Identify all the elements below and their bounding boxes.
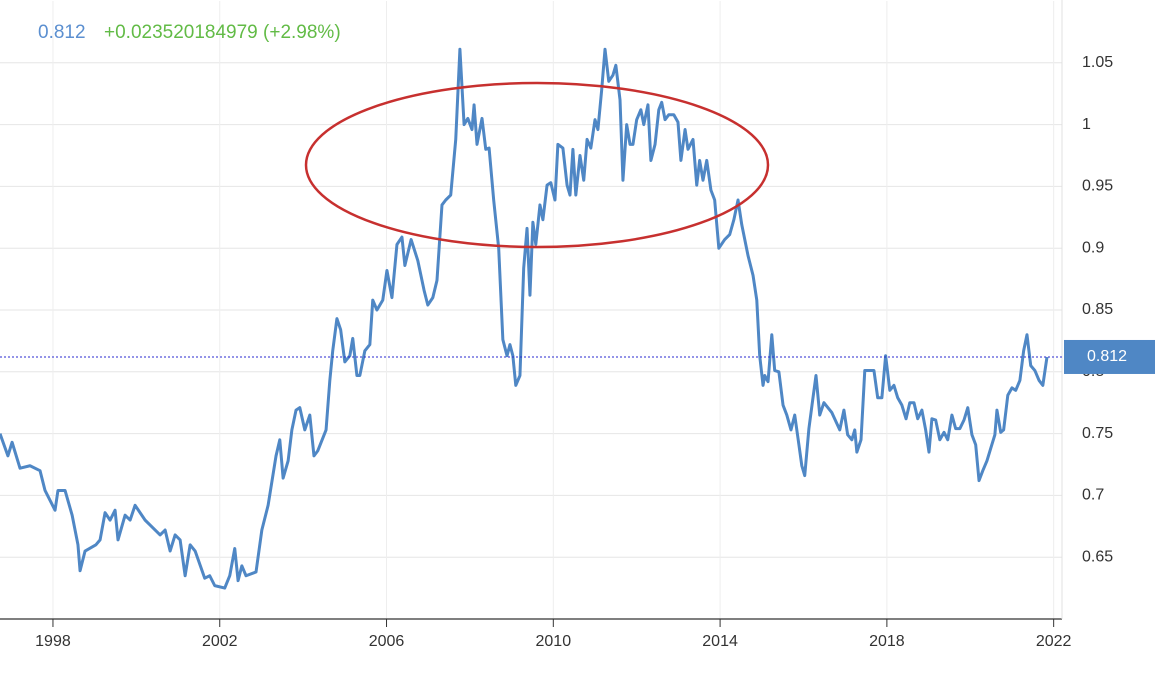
current-value-label: 0.812 <box>1087 348 1127 365</box>
labels: 0.650.70.750.80.850.90.9511.051998200220… <box>35 54 1155 650</box>
change: +0.023520184979 (+2.98%) <box>104 22 341 43</box>
x-tick-label: 2002 <box>202 633 238 650</box>
x-tick-label: 2018 <box>869 633 905 650</box>
y-tick-label: 1.05 <box>1082 54 1113 71</box>
price-line <box>0 47 1049 590</box>
x-tick-label: 2022 <box>1036 633 1072 650</box>
current-value: 0.812 <box>38 22 86 43</box>
x-tick-label: 2014 <box>702 633 738 650</box>
y-tick-label: 0.9 <box>1082 239 1104 256</box>
y-tick-label: 0.75 <box>1082 425 1113 442</box>
plot <box>0 47 1064 590</box>
y-tick-label: 0.65 <box>1082 548 1113 565</box>
x-tick-label: 2006 <box>369 633 405 650</box>
x-tick-label: 1998 <box>35 633 71 650</box>
x-tick-label: 2010 <box>536 633 572 650</box>
y-tick-label: 0.95 <box>1082 178 1113 195</box>
highlight-ellipse <box>304 81 770 249</box>
y-tick-label: 0.85 <box>1082 301 1113 318</box>
y-tick-label: 1 <box>1082 116 1091 133</box>
y-tick-label: 0.7 <box>1082 487 1104 504</box>
current-value-box <box>1064 339 1155 374</box>
